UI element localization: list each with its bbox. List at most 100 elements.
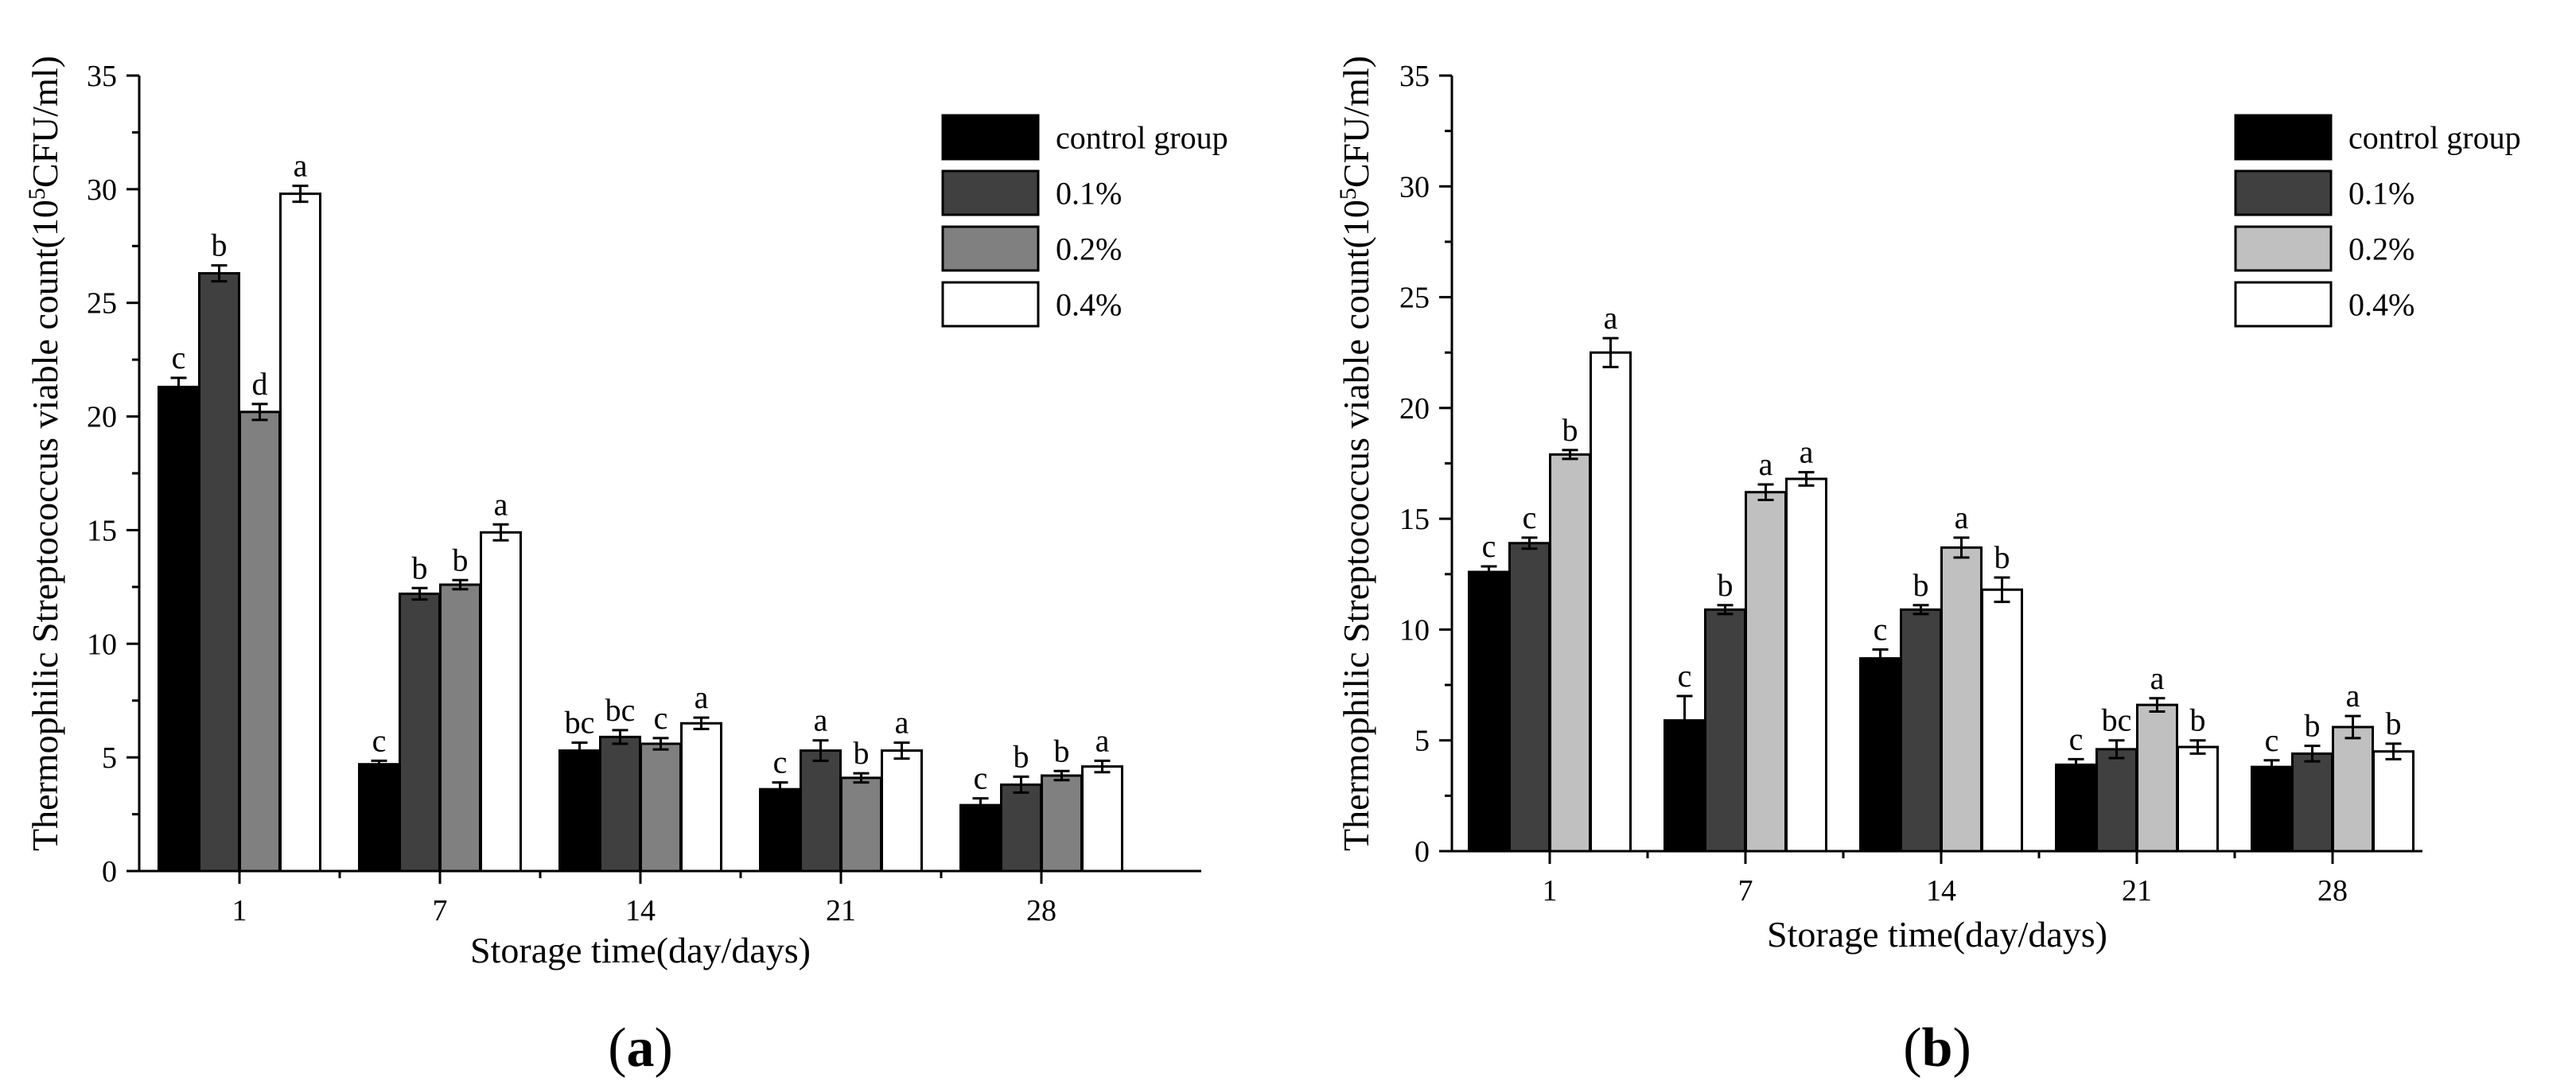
bar bbox=[399, 592, 441, 873]
significance-label: c bbox=[974, 760, 988, 796]
significance-label: bc bbox=[605, 692, 636, 728]
bar bbox=[1940, 546, 1983, 853]
significance-label: c bbox=[773, 745, 788, 780]
error-bar bbox=[371, 759, 387, 769]
error-bar bbox=[1953, 536, 1970, 559]
bar bbox=[279, 193, 321, 873]
y-tick-label: 25 bbox=[87, 287, 117, 321]
error-bar bbox=[411, 586, 428, 601]
error-bar bbox=[1521, 536, 1538, 550]
significance-label: c bbox=[1482, 528, 1496, 564]
y-tick-label: 0 bbox=[102, 855, 117, 889]
error-bar bbox=[1717, 604, 1734, 616]
legend-label: 0.2% bbox=[1056, 231, 1122, 267]
legend-label: 0.2% bbox=[2348, 231, 2415, 267]
significance-label: b bbox=[2305, 708, 2321, 744]
x-tick-label: 28 bbox=[1026, 894, 1056, 928]
error-bar bbox=[1757, 483, 1774, 501]
bar bbox=[1704, 608, 1746, 853]
error-bar bbox=[893, 741, 910, 760]
error-bar bbox=[292, 185, 309, 204]
significance-label: b bbox=[1718, 567, 1734, 603]
bar bbox=[2095, 748, 2138, 853]
significance-label: c bbox=[1874, 612, 1888, 648]
y-tick-label: 5 bbox=[1414, 725, 1430, 758]
bar bbox=[358, 763, 400, 873]
bar bbox=[1981, 588, 2023, 853]
error-bar bbox=[170, 376, 187, 398]
legend-label: control group bbox=[2348, 120, 2521, 156]
error-bar bbox=[251, 403, 268, 422]
significance-label: b bbox=[1994, 539, 2010, 575]
x-tick-label: 14 bbox=[1926, 874, 1956, 908]
significance-label: b bbox=[854, 735, 870, 771]
error-bar bbox=[1913, 604, 1929, 616]
y-tick-label: 35 bbox=[1399, 60, 1430, 93]
y-tick-label: 20 bbox=[87, 401, 117, 434]
significance-label: a bbox=[1759, 446, 1773, 482]
bar bbox=[2332, 725, 2374, 853]
significance-label: a bbox=[1955, 500, 1969, 535]
significance-label: c bbox=[2265, 722, 2279, 758]
bar bbox=[959, 803, 1002, 873]
x-tick-label: 7 bbox=[1738, 874, 1753, 908]
bar bbox=[1000, 783, 1042, 873]
significance-label: bc bbox=[2102, 702, 2132, 738]
error-bar bbox=[1798, 471, 1815, 487]
legend-swatch bbox=[941, 169, 1040, 216]
error-bar bbox=[2189, 739, 2206, 755]
bar bbox=[198, 272, 240, 873]
legend-item: 0.1% bbox=[2234, 169, 2415, 216]
legend-swatch bbox=[2234, 114, 2333, 161]
significance-label: b bbox=[1054, 733, 1070, 768]
legend-swatch bbox=[2234, 169, 2333, 216]
significance-label: b bbox=[2386, 706, 2402, 741]
significance-label: b bbox=[212, 228, 228, 263]
bar bbox=[239, 410, 281, 873]
bar bbox=[759, 788, 801, 873]
bar bbox=[158, 385, 200, 873]
bar bbox=[881, 749, 923, 873]
significance-label: a bbox=[1800, 434, 1814, 470]
error-bar bbox=[1994, 576, 2010, 604]
legend-item: 0.2% bbox=[2234, 225, 2415, 272]
legend: control group 0.1% 0.2% 0.4% bbox=[2234, 114, 2521, 328]
y-tick-label: 20 bbox=[1399, 392, 1430, 426]
error-bar bbox=[1053, 769, 1070, 782]
legend-swatch bbox=[941, 225, 1040, 272]
error-bar bbox=[452, 578, 469, 591]
x-axis-label: Storage time(day/days) bbox=[1767, 914, 2107, 955]
panel-label: (a) bbox=[608, 1017, 673, 1079]
x-tick-label: 1 bbox=[1543, 874, 1558, 908]
legend-item: 0.1% bbox=[941, 169, 1122, 216]
error-bar bbox=[972, 797, 989, 814]
error-bar bbox=[652, 737, 669, 751]
y-tick-label: 15 bbox=[87, 514, 117, 547]
legend-label: 0.4% bbox=[2348, 287, 2415, 323]
error-bar bbox=[2263, 759, 2280, 775]
significance-label: b bbox=[2190, 702, 2206, 738]
bar bbox=[2372, 750, 2415, 853]
x-tick-label: 7 bbox=[433, 894, 448, 928]
error-bar bbox=[2149, 697, 2165, 713]
significance-label: a bbox=[494, 486, 508, 522]
y-tick-label: 15 bbox=[1399, 503, 1430, 536]
error-bar bbox=[772, 781, 788, 798]
error-bar bbox=[1094, 759, 1111, 774]
significance-label: c bbox=[1523, 500, 1537, 535]
y-tick-label: 25 bbox=[1399, 282, 1430, 315]
bar bbox=[840, 776, 882, 873]
error-bar bbox=[1602, 336, 1619, 368]
legend-label: 0.1% bbox=[1056, 176, 1122, 212]
significance-label: b bbox=[412, 550, 428, 585]
legend-item: 0.4% bbox=[2234, 281, 2415, 328]
significance-label: bc bbox=[565, 705, 595, 741]
legend-swatch bbox=[2234, 225, 2333, 272]
x-tick-label: 14 bbox=[625, 894, 656, 928]
bar bbox=[2251, 765, 2293, 853]
significance-label: b bbox=[1562, 412, 1578, 448]
y-tick-label: 35 bbox=[87, 60, 117, 93]
significance-label: c bbox=[654, 700, 668, 736]
error-bar bbox=[2385, 742, 2402, 760]
